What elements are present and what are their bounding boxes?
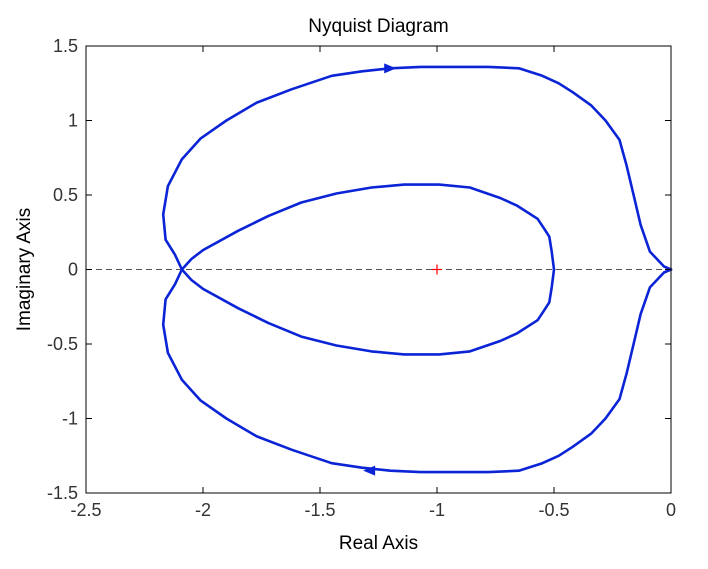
x-tick-label: -2 <box>195 500 211 520</box>
x-tick-label: -1.5 <box>304 500 335 520</box>
y-tick-label: -1 <box>62 409 78 429</box>
y-tick-label: 1 <box>68 111 78 131</box>
y-tick-label: -0.5 <box>47 334 78 354</box>
y-tick-label: 0.5 <box>53 185 78 205</box>
critical-point-marker <box>432 264 442 275</box>
y-tick-label: 0 <box>68 260 78 280</box>
tick-layer: -2.5 -2 -1.5 -1 -0.5 0 1.5 1 0.5 0 -0.5 -1 -1.5 <box>47 36 676 520</box>
direction-arrow-icon <box>363 465 376 476</box>
y-axis-label: Imaginary Axis <box>14 208 35 332</box>
marker-layer <box>363 63 442 476</box>
x-tick-label: -1 <box>429 500 445 520</box>
nyquist-curve-negative-frequency <box>161 183 673 474</box>
x-tick-label: -0.5 <box>538 500 569 520</box>
x-axis-label: Real Axis <box>339 533 418 554</box>
series-layer <box>161 65 673 474</box>
x-tick-label: 0 <box>666 500 676 520</box>
nyquist-curve-positive-frequency <box>161 65 673 356</box>
y-tick-label: 1.5 <box>53 36 78 56</box>
y-tick-label: -1.5 <box>47 483 78 503</box>
chart-title: Nyquist Diagram <box>308 16 448 37</box>
direction-arrow-icon <box>384 63 397 74</box>
x-tick-label: -2.5 <box>70 500 101 520</box>
